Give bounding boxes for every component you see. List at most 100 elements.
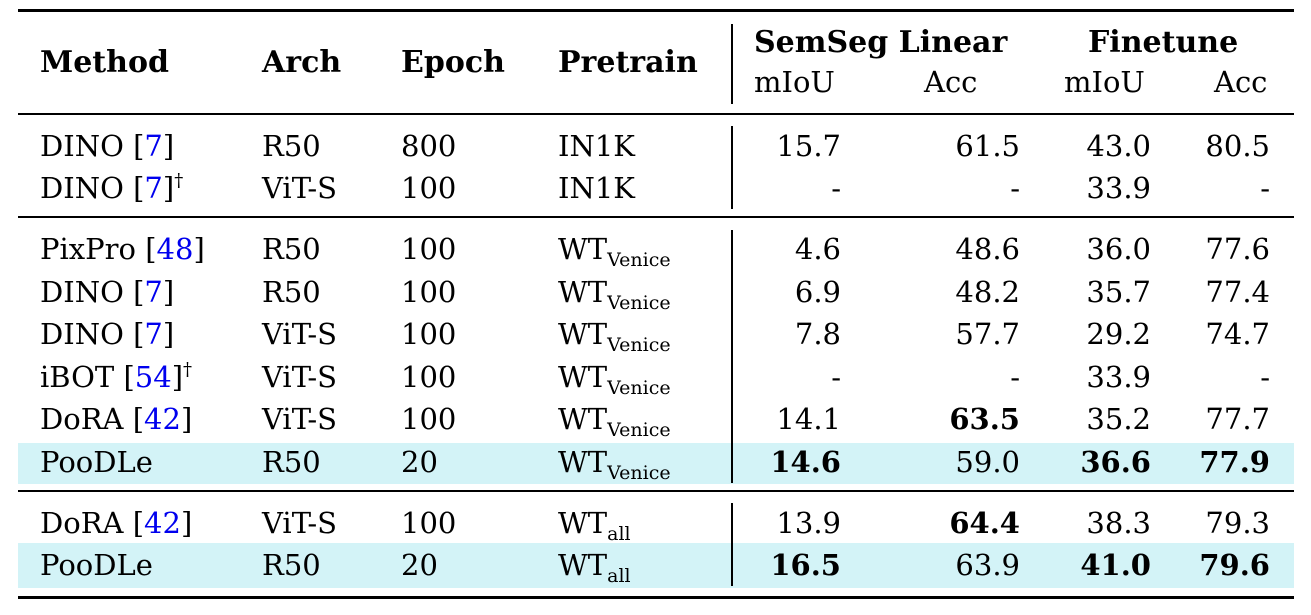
- separator-section-3: [731, 503, 733, 586]
- row-4-epoch: 100: [401, 317, 457, 351]
- row-4-arch: ViT-S: [262, 317, 337, 351]
- row-6-method: DoRA [42]: [40, 402, 193, 436]
- row-3-pretrain: WTVenice: [558, 275, 671, 314]
- row-0-epoch: 800: [401, 129, 457, 163]
- header-pretrain: Pretrain: [558, 45, 698, 80]
- row-8-epoch: 100: [401, 506, 457, 540]
- row-1-epoch: 100: [401, 171, 457, 205]
- row-9-pretrain: WTall: [558, 548, 631, 587]
- row-3-method: DINO [7]: [40, 275, 175, 309]
- citation-link[interactable]: 42: [144, 402, 181, 436]
- header-method: Method: [40, 45, 169, 80]
- citation-link[interactable]: 7: [144, 317, 163, 351]
- row-3-finetune-miou: 35.7: [1086, 275, 1151, 309]
- citation-link[interactable]: 54: [134, 360, 172, 394]
- row-2-semseg-acc: 48.6: [955, 232, 1020, 266]
- row-1-semseg-acc: -: [1010, 171, 1020, 205]
- row-2-pretrain: WTVenice: [558, 232, 671, 271]
- row-0-semseg-acc: 61.5: [955, 129, 1020, 163]
- row-6-pretrain: WTVenice: [558, 402, 671, 441]
- header-finetune: Finetune: [1088, 25, 1239, 60]
- row-8-semseg-acc: 64.4: [949, 506, 1020, 540]
- row-6-epoch: 100: [401, 402, 457, 436]
- separator-header: [731, 24, 733, 104]
- row-3-finetune-acc: 77.4: [1205, 275, 1270, 309]
- header-arch: Arch: [262, 45, 342, 80]
- separator-section-2: [731, 230, 733, 483]
- header-semseg-miou: mIoU: [754, 65, 835, 99]
- top-rule: [18, 9, 1294, 12]
- header-finetune-acc: Acc: [1214, 65, 1268, 99]
- citation-link[interactable]: 42: [144, 506, 181, 540]
- citation-link[interactable]: 7: [144, 171, 163, 205]
- row-0-finetune-miou: 43.0: [1086, 129, 1151, 163]
- row-5-semseg-miou: -: [831, 360, 841, 394]
- row-0-semseg-miou: 15.7: [776, 129, 841, 163]
- citation-link[interactable]: 7: [144, 275, 163, 309]
- row-6-semseg-miou: 14.1: [776, 402, 841, 436]
- row-9-semseg-miou: 16.5: [770, 548, 841, 582]
- row-7-semseg-acc: 59.0: [955, 445, 1020, 479]
- row-8-method: DoRA [42]: [40, 506, 193, 540]
- row-9-arch: R50: [262, 548, 321, 582]
- row-4-finetune-miou: 29.2: [1086, 317, 1151, 351]
- row-4-pretrain: WTVenice: [558, 317, 671, 356]
- row-6-finetune-acc: 77.7: [1205, 402, 1270, 436]
- row-9-finetune-miou: 41.0: [1080, 548, 1151, 582]
- row-4-finetune-acc: 74.7: [1205, 317, 1270, 351]
- row-2-method: PixPro [48]: [40, 232, 205, 266]
- row-2-finetune-miou: 36.0: [1086, 232, 1151, 266]
- row-0-arch: R50: [262, 129, 321, 163]
- row-3-semseg-acc: 48.2: [955, 275, 1020, 309]
- header-semseg-linear: SemSeg Linear: [754, 25, 1008, 60]
- header-epoch: Epoch: [401, 45, 505, 80]
- row-6-finetune-miou: 35.2: [1086, 402, 1151, 436]
- highlight-row-poodle-venice: [18, 443, 1294, 484]
- row-1-arch: ViT-S: [262, 171, 337, 205]
- row-3-semseg-miou: 6.9: [794, 275, 841, 309]
- row-2-epoch: 100: [401, 232, 457, 266]
- row-8-finetune-acc: 79.3: [1205, 506, 1270, 540]
- dagger-mark: †: [183, 359, 193, 380]
- row-9-semseg-acc: 63.9: [955, 548, 1020, 582]
- row-5-finetune-acc: -: [1260, 360, 1270, 394]
- row-6-arch: ViT-S: [262, 402, 337, 436]
- row-7-pretrain: WTVenice: [558, 445, 671, 484]
- row-2-finetune-acc: 77.6: [1205, 232, 1270, 266]
- row-9-finetune-acc: 79.6: [1199, 548, 1270, 582]
- row-1-pretrain: IN1K: [558, 171, 635, 205]
- header-finetune-miou: mIoU: [1064, 65, 1145, 99]
- row-3-arch: R50: [262, 275, 321, 309]
- row-5-method: iBOT [54]†: [40, 359, 193, 394]
- row-8-arch: ViT-S: [262, 506, 337, 540]
- row-0-method: DINO [7]: [40, 129, 175, 163]
- bottom-rule: [18, 596, 1294, 599]
- row-8-finetune-miou: 38.3: [1086, 506, 1151, 540]
- row-2-semseg-miou: 4.6: [794, 232, 841, 266]
- row-5-semseg-acc: -: [1010, 360, 1020, 394]
- row-7-finetune-acc: 77.9: [1199, 445, 1270, 479]
- row-1-semseg-miou: -: [831, 171, 841, 205]
- row-7-method: PooDLe: [40, 445, 153, 479]
- dagger-mark: †: [174, 170, 184, 191]
- row-9-method: PooDLe: [40, 548, 153, 582]
- row-1-finetune-acc: -: [1260, 171, 1270, 205]
- row-7-finetune-miou: 36.6: [1080, 445, 1151, 479]
- separator-section-1: [731, 126, 733, 209]
- row-1-finetune-miou: 33.9: [1086, 171, 1151, 205]
- row-0-finetune-acc: 80.5: [1205, 129, 1270, 163]
- highlight-row-poodle-all: [18, 543, 1294, 588]
- row-7-semseg-miou: 14.6: [770, 445, 841, 479]
- row-4-semseg-miou: 7.8: [794, 317, 841, 351]
- row-5-epoch: 100: [401, 360, 457, 394]
- row-0-pretrain: IN1K: [558, 129, 635, 163]
- row-2-arch: R50: [262, 232, 321, 266]
- citation-link[interactable]: 48: [156, 232, 194, 266]
- section-rule-2: [18, 490, 1294, 492]
- citation-link[interactable]: 7: [144, 129, 163, 163]
- row-1-method: DINO [7]†: [40, 170, 184, 205]
- row-3-epoch: 100: [401, 275, 457, 309]
- header-semseg-acc: Acc: [924, 65, 978, 99]
- row-7-arch: R50: [262, 445, 321, 479]
- row-4-method: DINO [7]: [40, 317, 175, 351]
